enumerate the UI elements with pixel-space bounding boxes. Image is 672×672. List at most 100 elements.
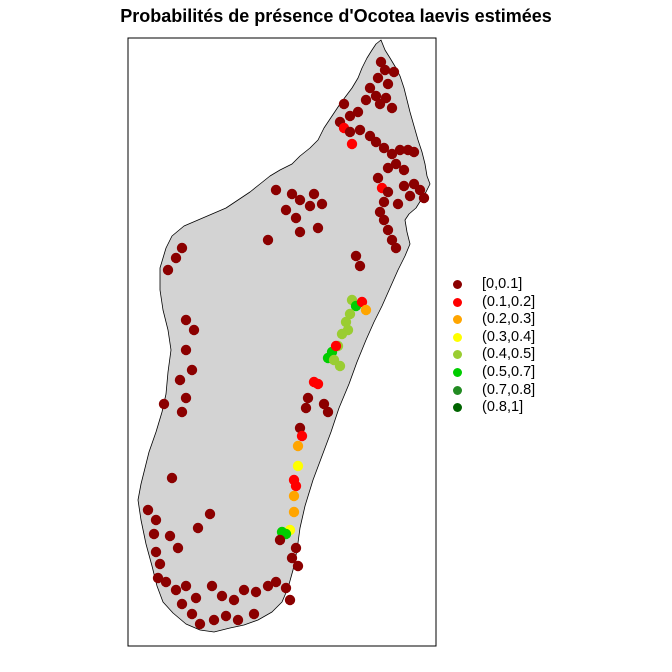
occurrence-point bbox=[250, 586, 262, 598]
occurrence-point bbox=[276, 526, 288, 538]
occurrence-point bbox=[186, 364, 198, 376]
occurrence-point bbox=[288, 506, 300, 518]
occurrence-point bbox=[354, 124, 366, 136]
occurrence-point bbox=[270, 576, 282, 588]
occurrence-point bbox=[248, 608, 260, 620]
occurrence-point bbox=[286, 552, 298, 564]
legend-label: (0.4,0.5] bbox=[482, 346, 536, 363]
occurrence-point bbox=[238, 584, 250, 596]
occurrence-point bbox=[206, 580, 218, 592]
occurrence-point bbox=[142, 504, 154, 516]
occurrence-point bbox=[190, 592, 202, 604]
occurrence-point bbox=[284, 594, 296, 606]
legend-swatch bbox=[453, 385, 462, 395]
occurrence-point bbox=[382, 162, 394, 174]
occurrence-point bbox=[274, 534, 286, 546]
occurrence-point bbox=[176, 406, 188, 418]
occurrence-point bbox=[360, 94, 372, 106]
occurrence-point bbox=[386, 102, 398, 114]
occurrence-points bbox=[142, 56, 430, 630]
occurrence-point bbox=[192, 522, 204, 534]
occurrence-point bbox=[164, 530, 176, 542]
occurrence-point bbox=[204, 508, 216, 520]
occurrence-point bbox=[390, 242, 402, 254]
occurrence-point bbox=[356, 296, 368, 308]
occurrence-point bbox=[344, 110, 356, 122]
occurrence-point bbox=[294, 226, 306, 238]
occurrence-point bbox=[308, 376, 320, 388]
occurrence-point bbox=[188, 324, 200, 336]
occurrence-point bbox=[262, 580, 274, 592]
occurrence-point bbox=[308, 188, 320, 200]
occurrence-point bbox=[262, 234, 274, 246]
occurrence-point bbox=[186, 608, 198, 620]
occurrence-point bbox=[378, 214, 390, 226]
occurrence-point bbox=[322, 406, 334, 418]
occurrence-point bbox=[354, 260, 366, 272]
occurrence-point bbox=[374, 206, 386, 218]
occurrence-point bbox=[382, 224, 394, 236]
occurrence-point bbox=[302, 392, 314, 404]
legend-label: (0.3,0.4] bbox=[482, 328, 536, 345]
occurrence-point bbox=[374, 98, 386, 110]
occurrence-point bbox=[378, 196, 390, 208]
occurrence-point bbox=[176, 242, 188, 254]
occurrence-point bbox=[294, 194, 306, 206]
occurrence-point bbox=[270, 184, 282, 196]
occurrence-point bbox=[336, 328, 348, 340]
legend-label: (0.7,0.8] bbox=[482, 381, 536, 398]
legend-swatch bbox=[453, 350, 462, 360]
occurrence-point bbox=[232, 614, 244, 626]
occurrence-point bbox=[344, 126, 356, 138]
occurrence-point bbox=[352, 106, 364, 118]
occurrence-point bbox=[170, 252, 182, 264]
legend-swatch bbox=[453, 315, 462, 325]
occurrence-point bbox=[160, 576, 172, 588]
occurrence-point bbox=[346, 138, 358, 150]
occurrence-point bbox=[154, 558, 166, 570]
occurrence-point bbox=[176, 598, 188, 610]
occurrence-point bbox=[280, 582, 292, 594]
occurrence-point bbox=[152, 572, 164, 584]
occurrence-point bbox=[296, 430, 308, 442]
occurrence-point bbox=[228, 594, 240, 606]
occurrence-point bbox=[390, 158, 402, 170]
map-frame bbox=[127, 37, 437, 647]
legend-swatch bbox=[453, 280, 462, 289]
occurrence-point bbox=[172, 542, 184, 554]
occurrence-point bbox=[292, 440, 304, 452]
occurrence-point bbox=[288, 490, 300, 502]
occurrence-point bbox=[408, 146, 420, 158]
occurrence-point bbox=[180, 314, 192, 326]
occurrence-point bbox=[294, 422, 306, 434]
occurrence-point bbox=[344, 308, 356, 320]
occurrence-point bbox=[180, 344, 192, 356]
map-title: Probabilités de présence d'Ocotea laevis… bbox=[120, 6, 552, 26]
occurrence-point bbox=[180, 392, 192, 404]
occurrence-point bbox=[208, 614, 220, 626]
occurrence-point bbox=[338, 98, 350, 110]
occurrence-point bbox=[379, 64, 391, 76]
legend-label: (0.5,0.7] bbox=[482, 363, 536, 380]
occurrence-point bbox=[318, 398, 330, 410]
occurrence-point bbox=[414, 184, 426, 196]
legend-swatch bbox=[453, 403, 462, 413]
occurrence-point bbox=[364, 82, 376, 94]
occurrence-point bbox=[158, 398, 170, 410]
occurrence-point bbox=[180, 580, 192, 592]
occurrence-point bbox=[350, 250, 362, 262]
occurrence-point bbox=[388, 66, 400, 78]
occurrence-point bbox=[378, 142, 390, 154]
occurrence-point bbox=[166, 472, 178, 484]
occurrence-point bbox=[292, 460, 304, 472]
occurrence-point bbox=[386, 148, 398, 160]
occurrence-point bbox=[370, 90, 382, 102]
occurrence-point bbox=[174, 374, 186, 386]
occurrence-point bbox=[370, 136, 382, 148]
occurrence-point bbox=[392, 198, 404, 210]
occurrence-point bbox=[286, 188, 298, 200]
occurrence-point bbox=[292, 560, 304, 572]
occurrence-point bbox=[334, 360, 346, 372]
occurrence-point bbox=[360, 304, 372, 316]
